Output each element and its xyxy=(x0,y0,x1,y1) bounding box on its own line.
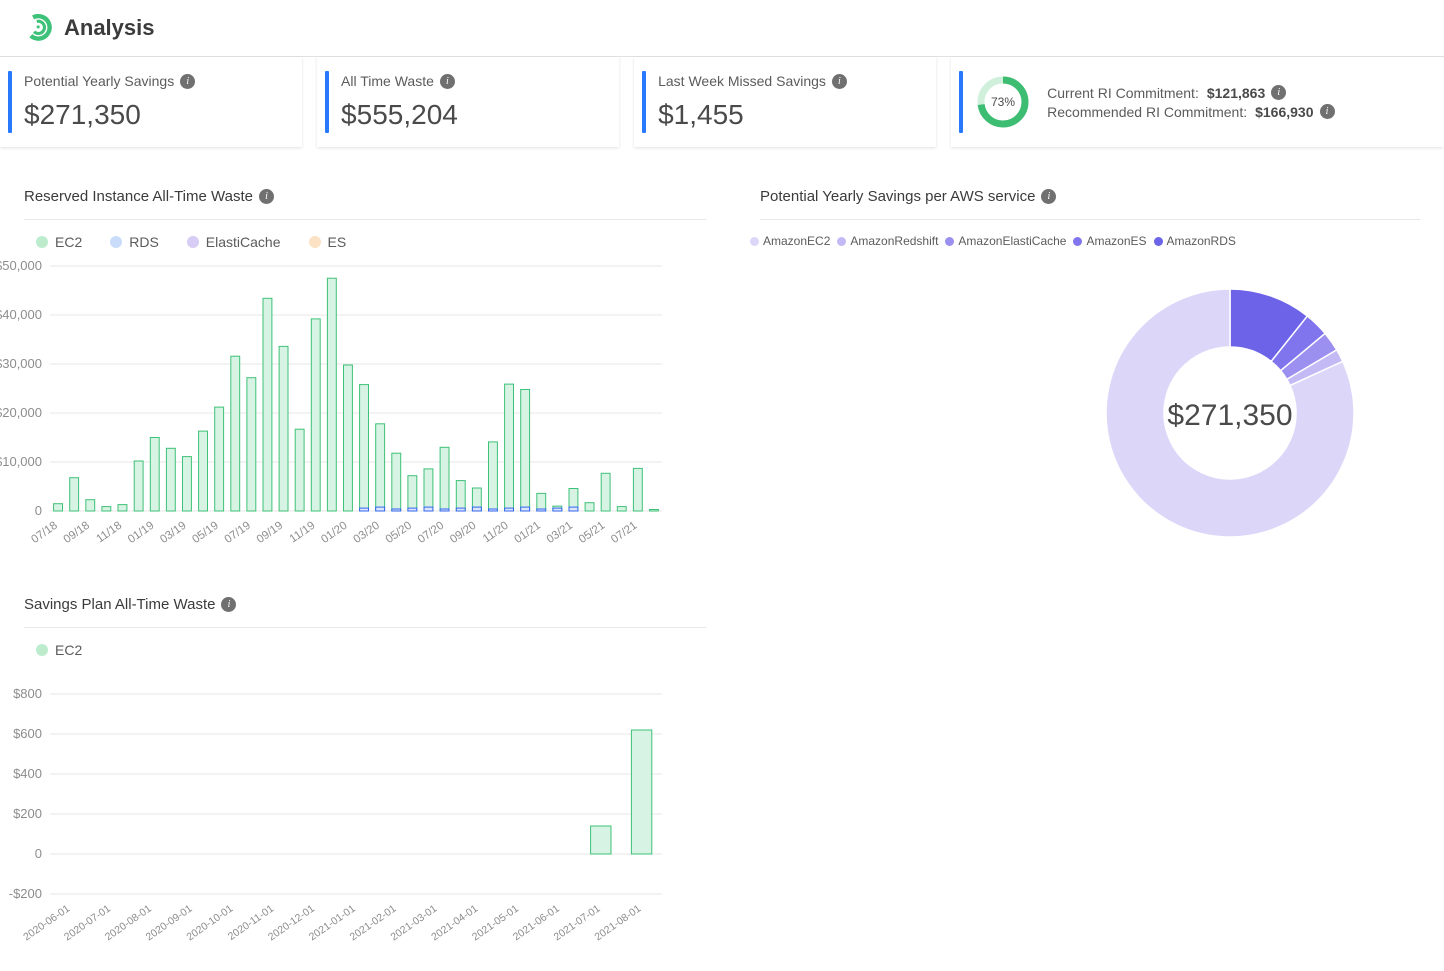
svg-text:09/18: 09/18 xyxy=(62,520,92,546)
svg-text:05/19: 05/19 xyxy=(190,520,220,546)
svg-text:$800: $800 xyxy=(13,686,42,701)
svg-text:01/21: 01/21 xyxy=(512,520,542,546)
svg-text:03/21: 03/21 xyxy=(545,520,575,546)
svg-text:03/19: 03/19 xyxy=(158,520,188,546)
svg-text:$200: $200 xyxy=(13,806,42,821)
svg-text:73%: 73% xyxy=(991,95,1015,109)
svg-text:07/21: 07/21 xyxy=(609,520,639,546)
svg-text:05/21: 05/21 xyxy=(577,520,607,546)
svg-text:0: 0 xyxy=(35,503,42,518)
svg-text:09/19: 09/19 xyxy=(255,520,285,546)
svg-text:$20,000: $20,000 xyxy=(0,405,42,420)
svg-text:-$200: -$200 xyxy=(9,886,42,901)
svg-text:$30,000: $30,000 xyxy=(0,356,42,371)
svg-text:$10,000: $10,000 xyxy=(0,454,42,469)
svg-text:11/18: 11/18 xyxy=(94,520,124,546)
svg-text:$50,000: $50,000 xyxy=(0,258,42,273)
svg-text:01/20: 01/20 xyxy=(319,520,349,546)
svg-text:$600: $600 xyxy=(13,726,42,741)
svg-text:$40,000: $40,000 xyxy=(0,307,42,322)
svg-text:$271,350: $271,350 xyxy=(1167,399,1292,432)
svg-text:03/20: 03/20 xyxy=(351,520,381,546)
svg-text:2021-08-01: 2021-08-01 xyxy=(592,903,643,944)
svg-text:0: 0 xyxy=(35,846,42,861)
svg-text:$400: $400 xyxy=(13,766,42,781)
svg-text:05/20: 05/20 xyxy=(384,520,414,546)
svg-text:07/18: 07/18 xyxy=(29,520,59,546)
svg-text:07/19: 07/19 xyxy=(223,520,253,546)
svg-text:11/19: 11/19 xyxy=(288,520,318,546)
svg-text:11/20: 11/20 xyxy=(481,520,511,546)
svg-text:07/20: 07/20 xyxy=(416,520,446,546)
svg-text:01/19: 01/19 xyxy=(126,520,156,546)
svg-text:09/20: 09/20 xyxy=(448,520,478,546)
